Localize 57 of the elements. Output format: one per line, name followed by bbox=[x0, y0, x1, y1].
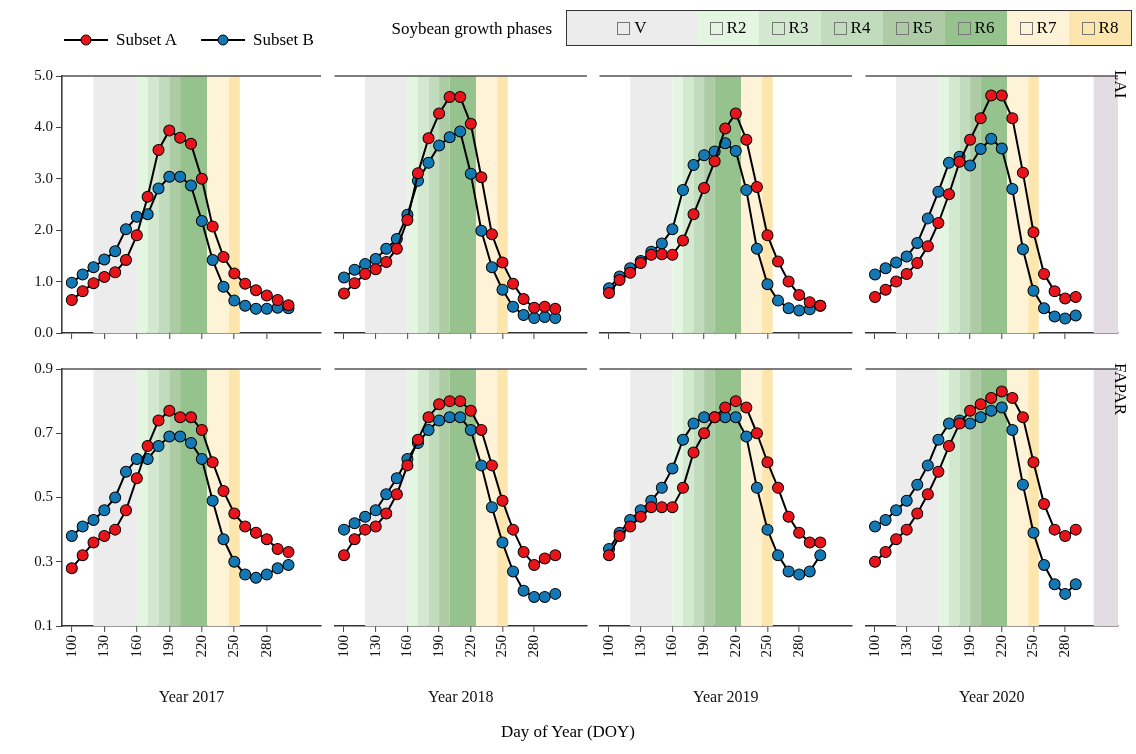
y-tick-label: 3.0 bbox=[34, 169, 54, 186]
x-tick-label: 220 bbox=[992, 635, 1009, 658]
x-axis-title: Year 2018 bbox=[427, 687, 494, 705]
x-tick-label: 190 bbox=[695, 635, 712, 658]
x-tick-label: 100 bbox=[865, 635, 882, 658]
x-tick-label: 190 bbox=[160, 635, 177, 658]
x-tick-label: 130 bbox=[95, 635, 112, 658]
x-tick-label: 190 bbox=[429, 635, 446, 658]
legend-label: R8 bbox=[1098, 18, 1119, 38]
y-tick-label: 4.0 bbox=[34, 118, 54, 135]
x-tick-label: 220 bbox=[726, 635, 743, 658]
legend-label: R4 bbox=[850, 18, 871, 38]
x-tick-label: 100 bbox=[62, 635, 79, 658]
x-tick-label: 130 bbox=[366, 635, 383, 658]
x-tick-label: 220 bbox=[461, 635, 478, 658]
annotation: FAPAR bbox=[1110, 363, 1130, 417]
x-tick-label: 280 bbox=[1055, 635, 1072, 658]
x-tick-label: 100 bbox=[599, 635, 616, 658]
x-tick-label: 190 bbox=[960, 635, 977, 658]
legend-title: Soybean growth phases bbox=[390, 17, 552, 39]
x-axis-title: Year 2019 bbox=[692, 687, 759, 705]
x-tick-label: 280 bbox=[524, 635, 541, 658]
legend-label: R3 bbox=[788, 18, 809, 38]
y-tick-label: 0.7 bbox=[34, 424, 54, 441]
x-tick-label: 280 bbox=[257, 635, 274, 658]
x-tick-label: 250 bbox=[1023, 635, 1040, 658]
legend-label: R2 bbox=[726, 18, 747, 38]
x-tick-label: 130 bbox=[631, 635, 648, 658]
legend-label: R6 bbox=[974, 18, 995, 38]
y-tick-label: 1.0 bbox=[34, 272, 54, 289]
x-tick-label: 250 bbox=[758, 635, 775, 658]
text: Day of Year (DOY) bbox=[499, 722, 637, 742]
annotation: LAI bbox=[1110, 70, 1130, 101]
legend-label: V bbox=[634, 18, 647, 38]
legend-label: Subset B bbox=[252, 30, 314, 50]
y-tick-label: 0.0 bbox=[34, 323, 54, 340]
y-tick-label: 0.1 bbox=[34, 616, 54, 633]
legend-label: Subset A bbox=[116, 30, 177, 50]
x-tick-label: 160 bbox=[928, 635, 945, 658]
x-tick-label: 160 bbox=[397, 635, 414, 658]
x-tick-label: 160 bbox=[127, 635, 144, 658]
y-tick-label: 0.5 bbox=[34, 488, 54, 505]
y-tick-label: 0.9 bbox=[34, 359, 54, 376]
x-tick-label: 130 bbox=[897, 635, 914, 658]
x-tick-label: 250 bbox=[225, 635, 242, 658]
legend-label: R7 bbox=[1036, 18, 1057, 38]
x-axis-title: Year 2017 bbox=[158, 687, 225, 705]
y-tick-label: 2.0 bbox=[34, 221, 54, 238]
y-tick-label: 0.3 bbox=[34, 552, 54, 569]
x-tick-label: 280 bbox=[790, 635, 807, 658]
y-tick-label: 5.0 bbox=[34, 66, 54, 83]
x-tick-label: 220 bbox=[192, 635, 209, 658]
x-tick-label: 160 bbox=[663, 635, 680, 658]
x-tick-label: 250 bbox=[492, 635, 509, 658]
x-axis-title: Year 2020 bbox=[958, 687, 1025, 705]
legend-label: R5 bbox=[912, 18, 933, 38]
x-tick-label: 100 bbox=[334, 635, 351, 658]
